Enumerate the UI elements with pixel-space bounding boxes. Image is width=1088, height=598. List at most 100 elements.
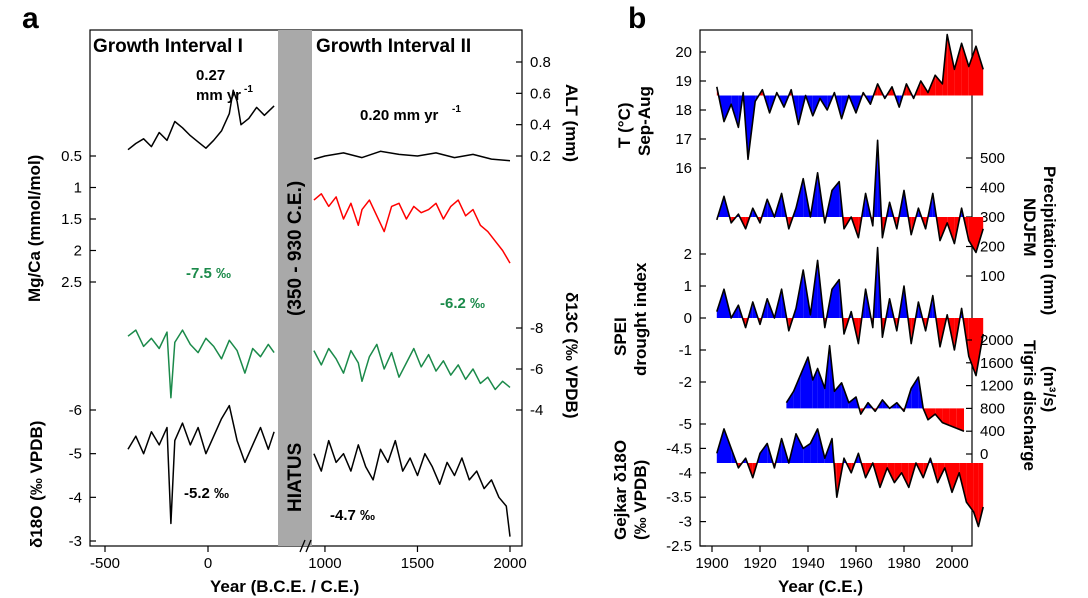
spei-y-tick-label: -1 bbox=[679, 342, 692, 359]
mgca-y-tick-label: 1.5 bbox=[61, 211, 82, 228]
precip-y-tick-label: 100 bbox=[980, 268, 1005, 285]
tigris-area-fill bbox=[949, 408, 957, 429]
panel-a-x-tick-label: -500 bbox=[90, 555, 120, 572]
axis-break-mark-2 bbox=[305, 539, 312, 553]
d18o-y-tick-label: -4 bbox=[69, 489, 82, 506]
spei-y-tick-label: -2 bbox=[679, 374, 692, 391]
precip-axis-label-1: NDJFM bbox=[1020, 198, 1039, 257]
panel-b-frame bbox=[699, 29, 973, 547]
gejkar-axis-label-2: (‰ VPDB) bbox=[631, 460, 650, 540]
temp-y-tick-label: 20 bbox=[675, 44, 692, 61]
d13c-annotation-1: -7.5 ‰ bbox=[186, 265, 231, 282]
tigris-area-fill bbox=[956, 408, 964, 432]
mgca-axis-label: Mg/Ca (mmol/mol) bbox=[25, 155, 44, 302]
panel-b-x-tick-label: 1980 bbox=[887, 555, 920, 572]
panel-a-label: a bbox=[22, 2, 39, 35]
temp-area-fill bbox=[947, 34, 955, 96]
alt-axis-label: ALT (mm) bbox=[562, 84, 581, 162]
gejkar-area-fill bbox=[796, 433, 804, 464]
mgca-y-tick-label: 1 bbox=[74, 180, 82, 197]
gejkar-area-fill bbox=[973, 463, 979, 527]
temp-area-fill bbox=[976, 46, 984, 96]
d13c-series-line-2 bbox=[313, 343, 511, 391]
gejkar-area-fill bbox=[760, 443, 768, 464]
panel-a: (350 - 930 C.E.) HIATUS Growth Interval … bbox=[25, 29, 581, 596]
interval-label-1: Growth Interval I bbox=[93, 36, 243, 57]
temp-y-tick-label: 18 bbox=[675, 102, 692, 119]
interval-label-2: Growth Interval II bbox=[316, 36, 471, 57]
precip-y-tick-label: 500 bbox=[980, 150, 1005, 167]
temp-y-tick-label: 19 bbox=[675, 73, 692, 90]
alt-y-tick-label: 0.2 bbox=[530, 148, 551, 165]
gejkar-area-fill bbox=[894, 463, 902, 483]
d13c-axis-label: δ13C (‰ VPDB) bbox=[562, 292, 581, 419]
temp-area-fill bbox=[961, 43, 969, 96]
alt-y-tick-label: 0.6 bbox=[530, 85, 551, 102]
d18o-y-tick-label: -3 bbox=[69, 533, 82, 550]
tigris-area-fill bbox=[848, 397, 856, 409]
panel-b-x-tick-label: 1940 bbox=[791, 555, 824, 572]
spei-y-tick-label: 1 bbox=[684, 278, 692, 295]
panel-b-x-tick-label: 1900 bbox=[695, 555, 728, 572]
alt-y-tick-label: 0.4 bbox=[530, 117, 551, 134]
d13c-y-tick-label: -6 bbox=[530, 361, 543, 378]
tigris-area-fill bbox=[928, 408, 936, 420]
hiatus-label-bottom: HIATUS bbox=[285, 443, 306, 512]
tigris-area-fill bbox=[942, 408, 950, 426]
gejkar-y-tick-label: -3.5 bbox=[666, 489, 692, 506]
panel-a-x-tick-label: 0 bbox=[204, 555, 212, 572]
precip-area-fill bbox=[832, 181, 840, 217]
panel-a-x-tick-label: 1000 bbox=[308, 555, 341, 572]
chart-marks: -500 0 1000 1500 20000.80.60.40.20.511.522.5… bbox=[61, 33, 1013, 572]
mgca-y-tick-label: 2.5 bbox=[61, 274, 82, 291]
tigris-axis-label-2: (m³/s) bbox=[1040, 366, 1059, 412]
temp-series-line bbox=[716, 33, 984, 161]
spei-series-line bbox=[716, 246, 984, 377]
panel-a-x-tick-label: 1500 bbox=[401, 555, 434, 572]
d18o-series-line-1 bbox=[127, 404, 275, 525]
d18o-axis-label: δ18O (‰ VPDB) bbox=[27, 421, 46, 548]
precip-axis-label-2: Precipitation (mm) bbox=[1040, 166, 1059, 315]
panel-b: Year (C.E.) T (°C) Sep-Aug SPEI drought … bbox=[611, 29, 1059, 596]
precip-y-tick-label: 200 bbox=[980, 239, 1005, 256]
tigris-y-tick-label: 400 bbox=[980, 423, 1005, 440]
panel-b-x-tick-label: 1960 bbox=[839, 555, 872, 572]
mgca-series-line-2 bbox=[313, 193, 511, 264]
spei-axis-label-2: drought index bbox=[631, 262, 650, 376]
temp-axis-label-2: Sep-Aug bbox=[635, 86, 654, 156]
spei-y-tick-label: 0 bbox=[684, 310, 692, 327]
precip-y-tick-label: 300 bbox=[980, 209, 1005, 226]
gejkar-area-fill bbox=[901, 463, 909, 488]
gejkar-y-tick-label: -4 bbox=[679, 465, 692, 482]
tigris-y-tick-label: 1200 bbox=[980, 378, 1013, 395]
tigris-y-tick-label: 800 bbox=[980, 400, 1005, 417]
tigris-area-fill bbox=[800, 357, 808, 409]
panel-b-x-tick-label: 2000 bbox=[935, 555, 968, 572]
d18o-y-tick-label: -5 bbox=[69, 446, 82, 463]
d13c-series-line-1 bbox=[127, 329, 275, 399]
gejkar-area-fill bbox=[966, 463, 974, 512]
panel-b-label: b bbox=[628, 2, 646, 35]
gejkar-y-tick-label: -2.5 bbox=[666, 538, 692, 555]
tigris-area-fill bbox=[793, 374, 801, 409]
spei-area-fill bbox=[832, 279, 840, 318]
d13c-annotation-2: -6.2 ‰ bbox=[440, 295, 485, 312]
alt-annotation-1-sub: mm yr bbox=[196, 87, 241, 104]
gejkar-area-fill bbox=[803, 443, 811, 464]
d18o-annotation-2: -4.7 ‰ bbox=[330, 507, 375, 524]
d18o-annotation-1: -5.2 ‰ bbox=[184, 485, 229, 502]
alt-annotation-1-main: 0.27 bbox=[196, 67, 225, 84]
panel-b-x-axis-label: Year (C.E.) bbox=[778, 577, 863, 596]
tigris-y-tick-label: 1600 bbox=[980, 355, 1013, 372]
mgca-y-tick-label: 0.5 bbox=[61, 148, 82, 165]
tigris-y-tick-label: 2000 bbox=[980, 332, 1013, 349]
tigris-area-fill bbox=[808, 357, 813, 409]
gejkar-area-fill bbox=[952, 463, 960, 493]
d13c-y-tick-label: -8 bbox=[530, 320, 543, 337]
tigris-area-fill bbox=[817, 368, 825, 409]
tigris-y-tick-label: 0 bbox=[980, 446, 988, 463]
gejkar-area-fill bbox=[810, 428, 818, 464]
d18o-y-tick-label: -6 bbox=[69, 402, 82, 419]
precip-y-tick-label: 400 bbox=[980, 180, 1005, 197]
spei-area-fill bbox=[968, 318, 976, 376]
